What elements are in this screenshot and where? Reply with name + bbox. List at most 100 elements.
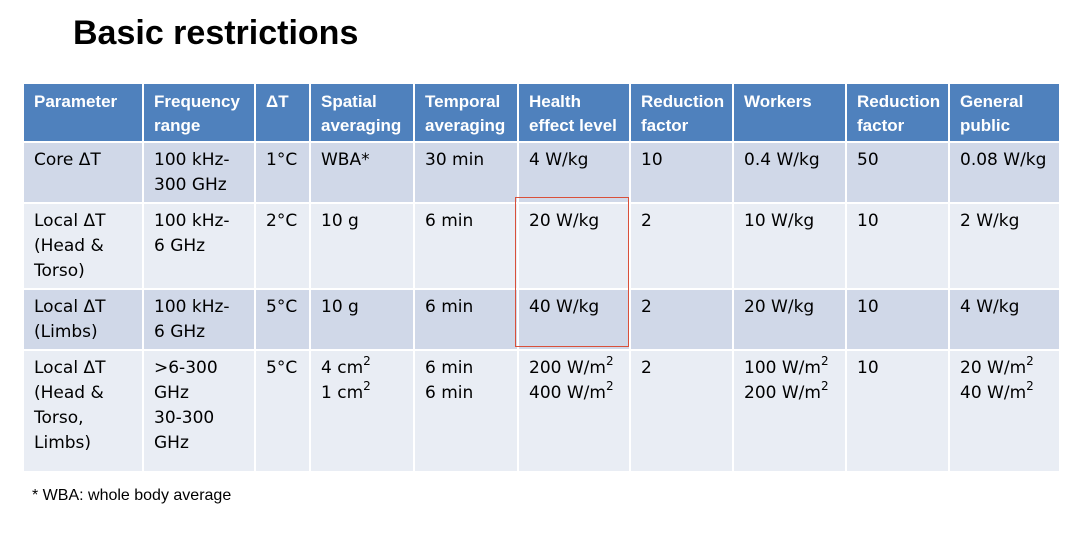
cell-text: Local ΔT xyxy=(34,297,106,317)
cell-workers: 100 W/m2 200 W/m2 xyxy=(732,349,847,473)
cell-line: 10 xyxy=(857,356,938,381)
cell-spatial-averaging: 4 cm2 1 cm2 xyxy=(309,349,415,473)
cell-text: 2 xyxy=(641,297,652,317)
cell-text: 2 xyxy=(641,211,652,231)
cell-text: 100 kHz- xyxy=(154,211,230,231)
cell-text: Torso, xyxy=(34,408,84,428)
cell-line: 50 xyxy=(857,148,938,173)
cell-reduction-factor-workers: 10 xyxy=(629,141,734,204)
cell-line: 100 W/m2 xyxy=(744,355,835,381)
cell-line: WBA* xyxy=(321,148,403,173)
cell-line: 40 W/kg xyxy=(529,295,619,320)
cell-line: 6 GHz xyxy=(154,234,244,259)
header-parameter: Parameter xyxy=(22,82,144,143)
cell-line: 6 min xyxy=(425,381,507,406)
header-line: range xyxy=(154,116,201,135)
header-line: Reduction xyxy=(641,92,725,111)
cell-frequency-range: 100 kHz- 300 GHz xyxy=(142,141,256,204)
cell-line: 2°C xyxy=(266,209,299,234)
cell-text: 300 GHz xyxy=(154,175,227,195)
cell-text: Core ΔT xyxy=(34,150,101,170)
cell-line: 10 xyxy=(857,209,938,234)
cell-parameter: Local ΔT (Head & Torso) xyxy=(22,202,144,290)
table-row: Core ΔT 100 kHz- 300 GHz 1°C WBA* 30 min 4 W/k… xyxy=(22,141,1061,204)
cell-frequency-range: 100 kHz- 6 GHz xyxy=(142,288,256,351)
cell-line: 6 GHz xyxy=(154,320,244,345)
cell-line: >6-300 xyxy=(154,356,244,381)
header-line: Temporal xyxy=(425,92,501,111)
cell-text: 200 W/m xyxy=(744,383,821,403)
cell-text: 6 GHz xyxy=(154,322,206,342)
cell-line: 20 W/m2 xyxy=(960,355,1049,381)
cell-line: 20 W/kg xyxy=(744,295,835,320)
header-line: Reduction xyxy=(857,92,941,111)
cell-text: 0.4 W/kg xyxy=(744,150,820,170)
superscript: 2 xyxy=(363,354,371,369)
cell-line: 200 W/m2 xyxy=(529,355,619,381)
cell-line: 2 W/kg xyxy=(960,209,1049,234)
cell-reduction-factor-workers: 2 xyxy=(629,288,734,351)
cell-line: 2 xyxy=(641,295,722,320)
cell-text: 1 cm xyxy=(321,383,364,403)
cell-line: 10 g xyxy=(321,209,403,234)
cell-general-public: 20 W/m2 40 W/m2 xyxy=(948,349,1061,473)
header-line: General xyxy=(960,92,1024,111)
cell-text: 6 min xyxy=(425,383,474,403)
cell-text: 40 W/kg xyxy=(529,297,600,317)
cell-text: 20 W/kg xyxy=(744,297,815,317)
cell-line: Local ΔT xyxy=(34,356,132,381)
cell-line: 200 W/m2 xyxy=(744,380,835,406)
cell-general-public: 2 W/kg xyxy=(948,202,1061,290)
cell-line: 10 g xyxy=(321,295,403,320)
cell-text: 10 xyxy=(857,211,879,231)
cell-text: 2 W/kg xyxy=(960,211,1020,231)
cell-parameter: Local ΔT (Limbs) xyxy=(22,288,144,351)
cell-line: 300 GHz xyxy=(154,173,244,198)
header-line: Workers xyxy=(744,92,812,111)
cell-text: 30-300 xyxy=(154,408,215,428)
cell-line: 10 W/kg xyxy=(744,209,835,234)
cell-reduction-factor-public: 10 xyxy=(845,202,950,290)
cell-line: 2 xyxy=(641,209,722,234)
header-reduction-factor-public: Reduction factor xyxy=(845,82,950,143)
cell-text: Limbs) xyxy=(34,433,92,453)
header-line: Parameter xyxy=(34,92,118,111)
cell-text: 0.08 W/kg xyxy=(960,150,1047,170)
cell-text: 2 xyxy=(641,358,652,378)
cell-text: 4 W/kg xyxy=(960,297,1020,317)
cell-line: 20 W/kg xyxy=(529,209,619,234)
cell-line: 10 xyxy=(641,148,722,173)
cell-temporal-averaging: 6 min xyxy=(413,202,519,290)
cell-text: 20 W/m xyxy=(960,358,1027,378)
header-line: factor xyxy=(641,116,689,135)
header-line: ΔT xyxy=(266,92,289,111)
cell-text: 6 min xyxy=(425,297,474,317)
cell-line: 1 cm2 xyxy=(321,380,403,406)
cell-line: (Limbs) xyxy=(34,320,132,345)
header-frequency-range: Frequency range xyxy=(142,82,256,143)
cell-line: 6 min xyxy=(425,295,507,320)
cell-workers: 20 W/kg xyxy=(732,288,847,351)
cell-spatial-averaging: 10 g xyxy=(309,288,415,351)
cell-text: 5°C xyxy=(266,297,298,317)
cell-line: 5°C xyxy=(266,295,299,320)
cell-line: 4 W/kg xyxy=(960,295,1049,320)
cell-line: 2 xyxy=(641,356,722,381)
header-line: Spatial xyxy=(321,92,377,111)
superscript: 2 xyxy=(1026,379,1034,394)
cell-line: Torso, xyxy=(34,406,132,431)
cell-line: GHz xyxy=(154,381,244,406)
cell-line: 400 W/m2 xyxy=(529,379,619,406)
cell-text: 400 W/m xyxy=(529,383,606,403)
cell-line: 100 kHz- xyxy=(154,209,244,234)
cell-spatial-averaging: 10 g xyxy=(309,202,415,290)
header-temporal-averaging: Temporal averaging xyxy=(413,82,519,143)
cell-text: Local ΔT xyxy=(34,358,106,378)
cell-reduction-factor-public: 10 xyxy=(845,288,950,351)
cell-text: 10 xyxy=(857,358,879,378)
superscript: 2 xyxy=(605,379,614,394)
cell-text: 2°C xyxy=(266,211,298,231)
cell-line: Local ΔT xyxy=(34,295,132,320)
header-reduction-factor-workers: Reduction factor xyxy=(629,82,734,143)
table-body: Core ΔT 100 kHz- 300 GHz 1°C WBA* 30 min 4 W/k… xyxy=(22,141,1061,473)
